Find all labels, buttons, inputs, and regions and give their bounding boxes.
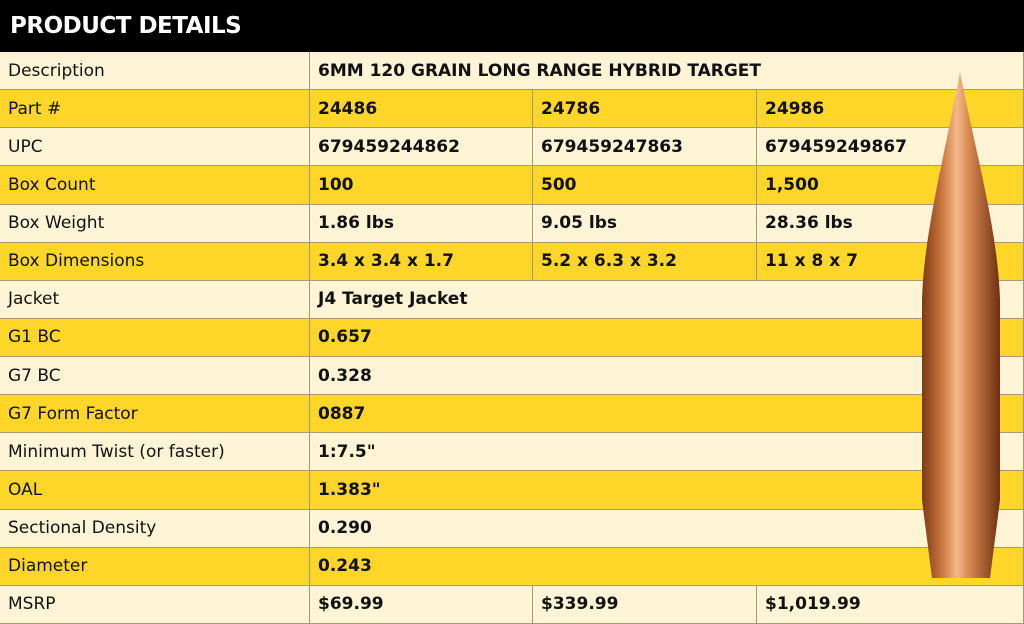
cell-value: 679459249867 [757, 128, 1024, 167]
cell-value: 6MM 120 GRAIN LONG RANGE HYBRID TARGET [310, 52, 1024, 91]
cell-value: $1,019.99 [757, 585, 1024, 624]
row-label: Box Dimensions [0, 242, 310, 281]
cell-value: 0887 [310, 395, 1024, 434]
cell-value: 5.2 x 6.3 x 3.2 [533, 242, 757, 281]
cell-value: 1.383" [310, 471, 1024, 510]
cell-value: 679459244862 [310, 128, 533, 167]
row-label: Box Weight [0, 204, 310, 243]
row-label: G1 BC [0, 318, 310, 358]
cell-value: 24786 [533, 90, 757, 129]
cell-value: 24986 [757, 90, 1024, 129]
row-label: Box Count [0, 166, 310, 205]
row-label: G7 BC [0, 357, 310, 396]
cell-value: 0.243 [310, 547, 1024, 586]
row-label: Diameter [0, 547, 310, 586]
row-label: Minimum Twist (or faster) [0, 433, 310, 472]
row-label: Description [0, 52, 310, 91]
row-label: Jacket [0, 280, 310, 319]
row-label: Sectional Density [0, 509, 310, 548]
row-label: Part # [0, 90, 310, 129]
cell-value: 3.4 x 3.4 x 1.7 [310, 242, 533, 281]
cell-value: 0.657 [310, 318, 1024, 358]
cell-value: 1:7.5" [310, 433, 1024, 472]
cell-value: 24486 [310, 90, 533, 129]
cell-value: 0.290 [310, 509, 1024, 548]
cell-value: $69.99 [310, 585, 533, 624]
cell-value: $339.99 [533, 585, 757, 624]
header: PRODUCT DETAILS [0, 0, 1024, 52]
row-label: G7 Form Factor [0, 395, 310, 434]
cell-value: 28.36 lbs [757, 204, 1024, 243]
cell-value: 1,500 [757, 166, 1024, 205]
cell-value: 0.328 [310, 357, 1024, 396]
cell-value: 9.05 lbs [533, 204, 757, 243]
cell-value: 1.86 lbs [310, 204, 533, 243]
cell-value: 100 [310, 166, 533, 205]
cell-value: 679459247863 [533, 128, 757, 167]
row-label: OAL [0, 471, 310, 510]
row-label: MSRP [0, 585, 310, 624]
cell-value: J4 Target Jacket [310, 280, 1024, 319]
row-label: UPC [0, 128, 310, 167]
cell-value: 11 x 8 x 7 [757, 242, 1024, 281]
title: PRODUCT DETAILS [10, 13, 242, 39]
cell-value: 500 [533, 166, 757, 205]
